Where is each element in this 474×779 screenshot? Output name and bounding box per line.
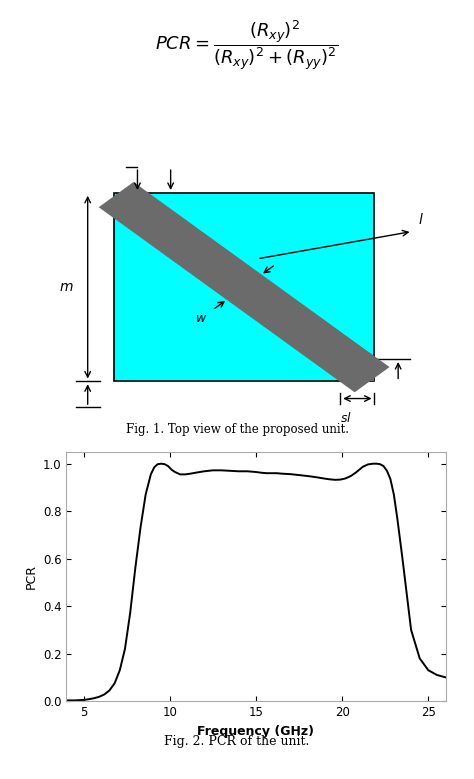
Text: $w$: $w$	[195, 312, 207, 325]
Bar	[114, 193, 374, 382]
Text: $sl$: $sl$	[339, 411, 352, 425]
X-axis label: Frequency (GHz): Frequency (GHz)	[198, 724, 314, 738]
Bar	[340, 359, 374, 382]
Text: Fig. 1. Top view of the proposed unit.: Fig. 1. Top view of the proposed unit.	[126, 423, 348, 436]
Y-axis label: PCR: PCR	[24, 564, 37, 589]
Text: $l$: $l$	[418, 213, 424, 227]
Text: Fig. 2. PCR of the unit.: Fig. 2. PCR of the unit.	[164, 735, 310, 748]
Text: $m$: $m$	[59, 280, 73, 294]
Text: $PCR = \dfrac{(R_{xy})^2}{(R_{xy})^2 + (R_{yy})^2}$: $PCR = \dfrac{(R_{xy})^2}{(R_{xy})^2 + (…	[155, 19, 338, 72]
Polygon shape	[99, 182, 390, 393]
